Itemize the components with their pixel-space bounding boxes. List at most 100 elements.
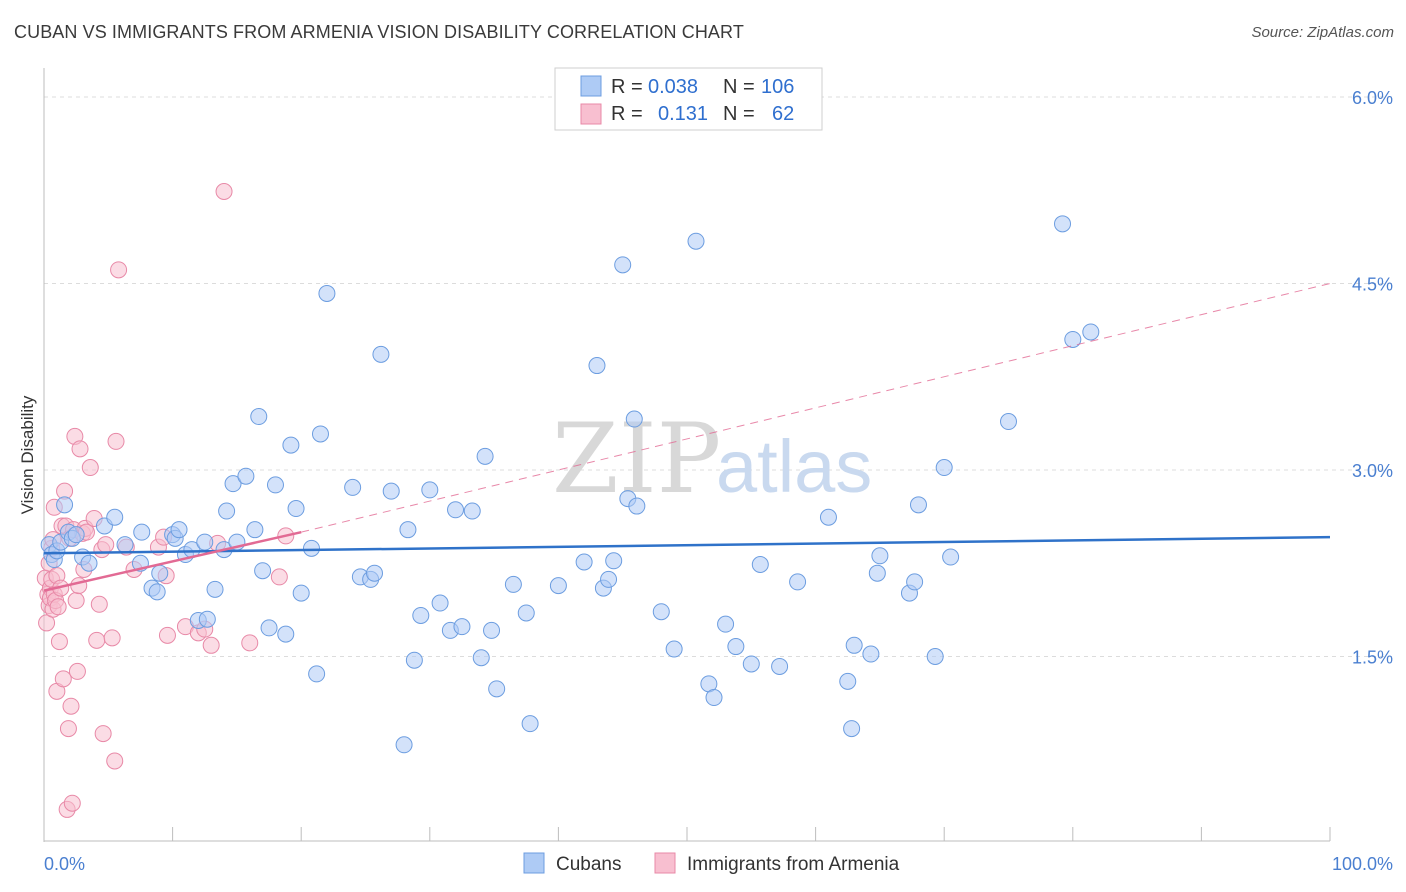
series-cuban-points [40,215,1100,754]
armenia-trend-extension [301,283,1331,533]
cuban-point-54 [405,651,423,669]
armenia-point-58 [202,636,220,654]
grid-lines [44,96,1394,657]
cuban-point-63 [476,447,494,465]
cuban-point-29 [218,502,236,520]
cuban-point-25 [196,533,214,551]
cuban-point-78 [628,497,646,515]
axes [43,68,1331,842]
cuban-point-60 [453,618,471,636]
cuban-point-39 [282,436,300,454]
watermark-atlas: atlas [716,425,872,508]
legend-n-label-armenia: N = [723,103,755,125]
cuban-point-17 [148,583,166,601]
armenia-point-62 [270,568,288,586]
cuban-point-45 [318,284,336,302]
armenia-point-47 [107,432,125,450]
cuban-point-21 [170,521,188,539]
stats-legend: R = 0.038 N = 106 R = 0.131 N = 62 [554,67,823,131]
cuban-point-18 [151,564,169,582]
cuban-point-33 [246,521,264,539]
cuban-point-105 [1064,330,1082,348]
cuban-point-57 [431,594,449,612]
cuban-point-73 [600,570,618,588]
cuban-point-89 [789,573,807,591]
cuban-point-59 [447,501,465,519]
cuban-point-70 [575,553,593,571]
cuban-point-53 [399,521,417,539]
armenia-point-20 [54,670,72,688]
armenia-point-17 [50,633,68,651]
legend-r-value-armenia: 0.131 [658,103,708,125]
cuban-point-74 [605,552,623,570]
cuban-point-10 [80,554,98,572]
cuban-point-93 [845,636,863,654]
armenia-point-16 [49,598,67,616]
cuban-point-42 [302,539,320,557]
y-tick-labels: 1.5% 3.0% 4.5% 6.0% [1352,88,1393,668]
cuban-point-99 [909,496,927,514]
cuban-point-80 [665,640,683,658]
armenia-point-46 [106,752,124,770]
cuban-point-62 [472,649,490,667]
cuban-point-56 [421,481,439,499]
cuban-point-12 [106,508,124,526]
cuban-point-26 [198,610,216,628]
y-axis-title: Vision Disability [18,395,37,514]
cuban-point-94 [862,645,880,663]
cuban-point-91 [839,672,857,690]
x-tick-label-0: 0.0% [44,854,85,874]
armenia-point-26 [62,697,80,715]
cuban-point-37 [266,476,284,494]
cuban-point-90 [819,508,837,526]
armenia-point-38 [81,459,99,477]
series-legend: Cubans Immigrants from Armenia [523,852,900,875]
cuban-point-43 [308,665,326,683]
cuban-point-95 [868,564,886,582]
cuban-point-86 [742,655,760,673]
series-legend-swatch-cuban [523,852,545,874]
cuban-point-32 [237,467,255,485]
armenia-point-27 [63,794,81,812]
armenia-point-24 [59,720,77,738]
armenia-point-32 [70,577,88,595]
cuban-point-88 [771,657,789,675]
cuban-point-41 [292,584,310,602]
legend-n-value-armenia: 62 [772,103,794,125]
cuban-point-84 [717,615,735,633]
y-tick-label-1: 3.0% [1352,461,1393,481]
armenia-point-41 [90,595,108,613]
armenia-point-54 [158,626,176,644]
source-label: Source: ZipAtlas.com [1251,24,1394,41]
series-armenia-points [36,182,295,818]
y-tick-label-0: 1.5% [1352,648,1393,668]
armenia-point-45 [103,629,121,647]
legend-swatch-armenia [580,103,602,125]
armenia-point-40 [88,631,106,649]
cuban-point-85 [727,638,745,656]
cuban-point-36 [260,619,278,637]
cuban-point-61 [463,502,481,520]
cuban-point-51 [382,482,400,500]
cuban-point-35 [254,562,272,580]
cuban-point-92 [843,720,861,738]
armenia-point-33 [71,440,89,458]
cuban-point-102 [942,548,960,566]
cuban-point-69 [549,577,567,595]
cuban-point-8 [67,526,85,544]
cuban-point-5 [56,496,74,514]
cuban-point-50 [372,345,390,363]
cuban-point-46 [344,478,362,496]
cuban-point-81 [687,232,705,250]
cuban-point-38 [277,625,295,643]
cuban-point-40 [287,500,305,518]
cuban-point-67 [517,604,535,622]
cuban-point-101 [935,459,953,477]
cuban-point-44 [311,425,329,443]
chart-title: CUBAN VS IMMIGRANTS FROM ARMENIA VISION … [14,22,744,42]
cuban-point-27 [206,580,224,598]
cuban-point-13 [116,536,134,554]
armenia-point-44 [97,536,115,554]
cuban-point-83 [705,689,723,707]
armenia-point-60 [215,182,233,200]
